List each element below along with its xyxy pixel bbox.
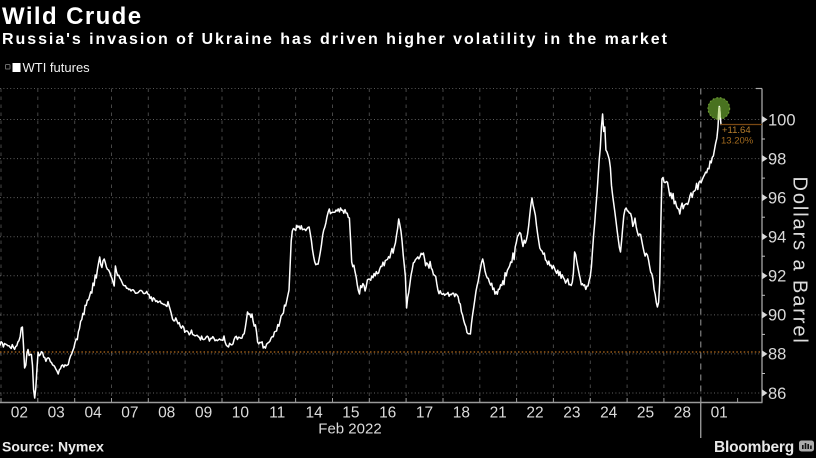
svg-text:11: 11 [269,405,285,422]
svg-text:23: 23 [563,405,580,422]
svg-text:01: 01 [711,405,728,422]
svg-text:03: 03 [48,405,65,422]
svg-text:16: 16 [379,405,396,422]
svg-text:100: 100 [768,111,796,129]
svg-text:86: 86 [768,385,786,403]
svg-text:28: 28 [674,405,691,422]
svg-text:Source: Nymex: Source: Nymex [2,439,104,455]
svg-text:21: 21 [490,405,507,422]
svg-text:13.20%: 13.20% [721,136,754,147]
svg-text:09: 09 [195,405,212,422]
svg-text:96: 96 [768,189,786,207]
svg-text:15: 15 [342,405,359,422]
svg-text:Wild Crude: Wild Crude [2,3,142,30]
svg-text:90: 90 [768,307,786,325]
svg-text:18: 18 [453,405,470,422]
svg-text:98: 98 [768,150,786,168]
svg-text:Bloomberg: Bloomberg [714,439,794,456]
svg-text:+11.64: +11.64 [722,125,751,136]
svg-text:02: 02 [11,405,28,422]
svg-text:17: 17 [416,405,433,422]
svg-text:Feb 2022: Feb 2022 [318,421,381,438]
svg-text:24: 24 [600,405,618,422]
svg-text:94: 94 [768,229,786,247]
svg-text:Russia's invasion of Ukraine h: Russia's invasion of Ukraine has driven … [2,31,669,48]
svg-text:14: 14 [305,405,323,422]
svg-text:08: 08 [158,405,175,422]
svg-text:04: 04 [84,405,102,422]
svg-text:92: 92 [768,268,786,286]
svg-text:WTI futures: WTI futures [23,60,91,75]
svg-text:Dollars a Barrel: Dollars a Barrel [789,177,811,345]
svg-text:10: 10 [232,405,250,422]
svg-text:22: 22 [526,405,543,422]
svg-text:88: 88 [768,346,786,364]
svg-text:25: 25 [637,405,654,422]
svg-text:07: 07 [121,405,138,422]
